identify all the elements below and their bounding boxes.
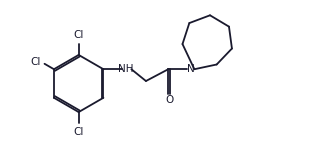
Text: NH: NH <box>118 64 134 74</box>
Text: Cl: Cl <box>73 30 84 40</box>
Text: Cl: Cl <box>31 57 41 67</box>
Text: O: O <box>165 95 173 105</box>
Text: Cl: Cl <box>73 127 84 137</box>
Text: N: N <box>187 64 195 74</box>
